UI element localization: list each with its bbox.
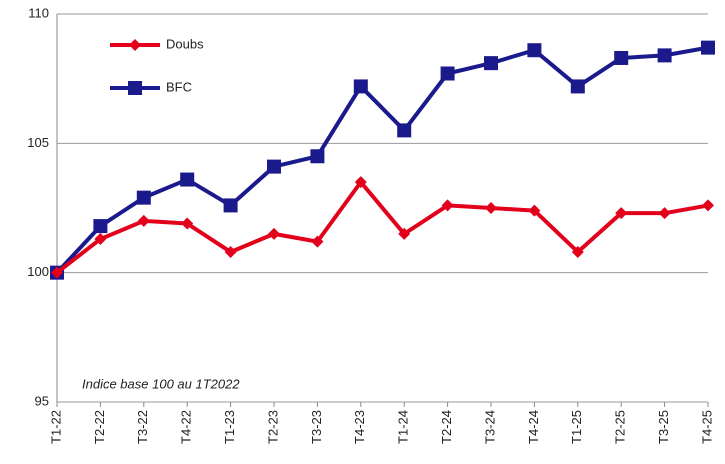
x-tick-label: T3-24	[482, 410, 497, 444]
x-tick-label: T1-25	[569, 410, 584, 444]
x-tick-label: T4-24	[526, 410, 541, 444]
point	[657, 48, 672, 63]
point	[440, 66, 455, 81]
point	[398, 227, 411, 240]
point	[614, 50, 629, 65]
point	[224, 245, 237, 258]
x-tick-label: T2-22	[92, 410, 107, 444]
point	[615, 207, 628, 220]
point	[181, 217, 194, 230]
x-tick-label: T4-23	[352, 410, 367, 444]
point	[267, 159, 281, 174]
point	[485, 202, 497, 214]
x-tick-label: T4-22	[179, 410, 194, 444]
x-tick-label: T4-25	[699, 410, 714, 444]
point	[137, 214, 150, 227]
x-tick-label: T3-25	[656, 410, 671, 444]
y-tick-label: 100	[27, 264, 49, 279]
x-tick-label: T2-24	[439, 410, 454, 444]
x-tick-label: T1-23	[222, 410, 237, 444]
point	[353, 79, 368, 94]
legend-label: Doubs	[166, 36, 204, 51]
point	[484, 56, 498, 71]
point	[571, 245, 584, 258]
legend-marker	[128, 81, 142, 95]
series-line	[55, 180, 709, 275]
point	[180, 172, 195, 187]
point	[51, 266, 63, 279]
y-tick-label: 105	[27, 135, 49, 150]
point	[268, 227, 280, 240]
annotation: Indice base 100 au 1T2022	[82, 376, 240, 391]
y-tick-label: 95	[35, 393, 49, 408]
point	[658, 207, 671, 220]
point	[311, 235, 324, 248]
point	[527, 43, 542, 58]
x-tick-label: T3-22	[135, 410, 150, 444]
point	[310, 149, 325, 164]
legend-marker	[129, 39, 141, 51]
point	[441, 199, 454, 212]
point	[528, 204, 541, 217]
y-tick-label: 110	[28, 5, 49, 20]
point	[136, 190, 151, 205]
point	[570, 79, 585, 94]
point	[223, 198, 238, 213]
point	[702, 199, 714, 212]
point	[701, 40, 715, 55]
x-tick-label: T1-22	[48, 410, 63, 444]
x-tick-label: T1-24	[396, 410, 411, 444]
point	[397, 123, 412, 138]
x-tick-label: T3-23	[309, 410, 324, 444]
point	[93, 219, 108, 234]
legend-label: BFC	[166, 79, 192, 94]
x-tick-label: T2-23	[265, 410, 280, 444]
x-tick-label: T2-25	[613, 410, 628, 444]
point	[354, 176, 367, 189]
point	[94, 233, 107, 246]
series-line	[55, 45, 709, 275]
